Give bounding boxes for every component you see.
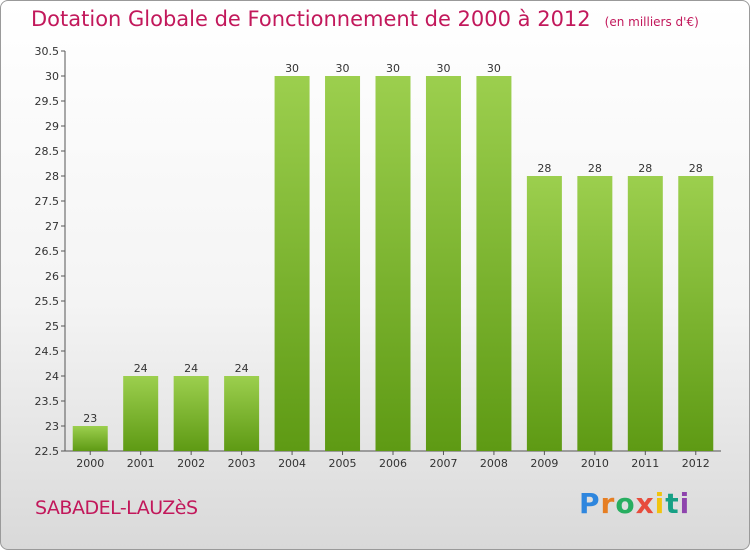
- proxiti-logo: Proxiti: [579, 487, 691, 520]
- y-tick-label: 27.5: [35, 195, 60, 208]
- y-tick-label: 30.5: [35, 45, 60, 58]
- x-tick-label-2007: 2007: [429, 457, 457, 470]
- data-label-2005: 30: [336, 62, 350, 75]
- data-label-2008: 30: [487, 62, 501, 75]
- bar-2006: [375, 76, 411, 451]
- unit-label: (en milliers d'€): [604, 15, 699, 29]
- y-tick-label: 29.5: [35, 95, 60, 108]
- commune-name: SABADEL-LAUZèS: [35, 497, 198, 519]
- chart-title: Dotation Globale de Fonctionnement de 20…: [31, 7, 699, 31]
- y-tick-label: 25.5: [35, 295, 60, 308]
- x-tick-label-2002: 2002: [177, 457, 205, 470]
- bar-2012: [678, 176, 714, 451]
- x-tick-label-2006: 2006: [379, 457, 407, 470]
- x-tick-label-2003: 2003: [228, 457, 256, 470]
- y-tick-label: 24: [45, 370, 59, 383]
- data-label-2003: 24: [235, 362, 249, 375]
- y-tick-label: 23: [45, 420, 59, 433]
- y-tick-label: 22.5: [35, 445, 60, 458]
- x-tick-label-2001: 2001: [127, 457, 155, 470]
- y-tick-label: 26: [45, 270, 59, 283]
- data-label-2004: 30: [285, 62, 299, 75]
- bar-2000: [72, 426, 108, 451]
- bar-2009: [526, 176, 562, 451]
- y-tick-label: 29: [45, 120, 59, 133]
- title-text: Dotation Globale de Fonctionnement de 20…: [31, 7, 591, 31]
- bar-2005: [325, 76, 361, 451]
- y-tick-label: 23.5: [35, 395, 60, 408]
- data-label-2006: 30: [386, 62, 400, 75]
- bar-2011: [627, 176, 663, 451]
- bar-2001: [123, 376, 159, 451]
- y-tick-label: 27: [45, 220, 59, 233]
- data-label-2001: 24: [134, 362, 148, 375]
- bar-2004: [274, 76, 310, 451]
- x-tick-label-2005: 2005: [329, 457, 357, 470]
- bar-2002: [173, 376, 209, 451]
- bar-2008: [476, 76, 512, 451]
- x-tick-label-2012: 2012: [682, 457, 710, 470]
- x-tick-label-2008: 2008: [480, 457, 508, 470]
- y-tick-label: 25: [45, 320, 59, 333]
- y-tick-label: 24.5: [35, 345, 60, 358]
- data-label-2010: 28: [588, 162, 602, 175]
- y-tick-label: 28: [45, 170, 59, 183]
- bar-2010: [577, 176, 613, 451]
- x-tick-label-2004: 2004: [278, 457, 306, 470]
- bar-2007: [425, 76, 461, 451]
- data-label-2012: 28: [689, 162, 703, 175]
- x-tick-label-2010: 2010: [581, 457, 609, 470]
- data-label-2011: 28: [638, 162, 652, 175]
- y-tick-label: 30: [45, 70, 59, 83]
- data-label-2007: 30: [436, 62, 450, 75]
- data-label-2009: 28: [537, 162, 551, 175]
- bar-2003: [224, 376, 260, 451]
- x-tick-label-2011: 2011: [631, 457, 659, 470]
- y-tick-label: 28.5: [35, 145, 60, 158]
- data-label-2000: 23: [83, 412, 97, 425]
- x-tick-label-2009: 2009: [530, 457, 558, 470]
- x-tick-label-2000: 2000: [76, 457, 104, 470]
- data-label-2002: 24: [184, 362, 198, 375]
- y-tick-label: 26.5: [35, 245, 60, 258]
